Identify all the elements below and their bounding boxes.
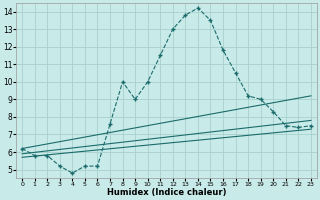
X-axis label: Humidex (Indice chaleur): Humidex (Indice chaleur) (107, 188, 226, 197)
